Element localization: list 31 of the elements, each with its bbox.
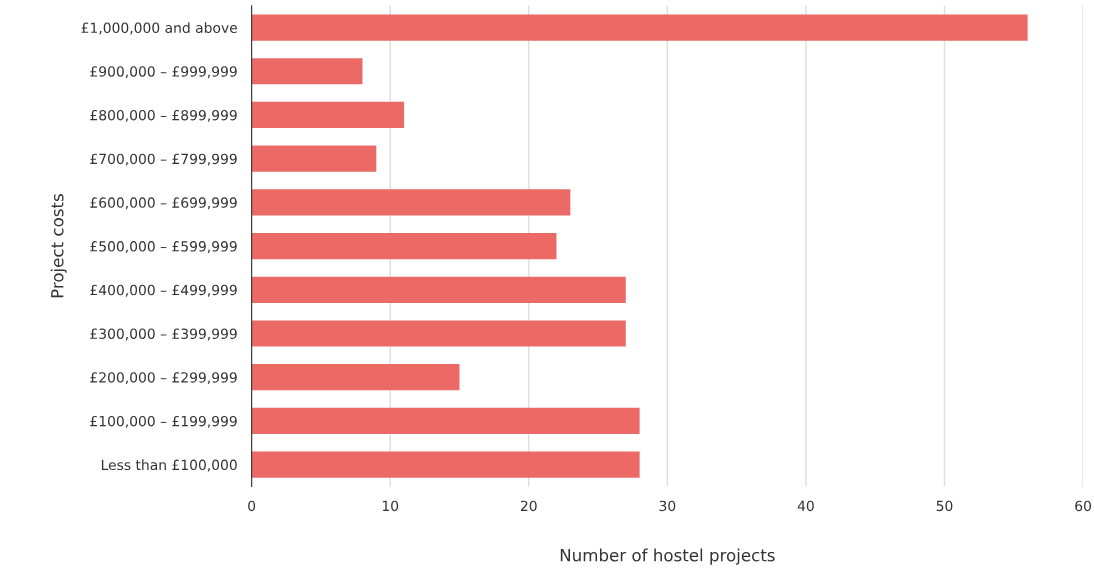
y-tick-label: £300,000 – £399,999 — [90, 328, 237, 341]
bar — [251, 189, 571, 216]
y-tick-label: £600,000 – £699,999 — [90, 197, 237, 210]
bar — [251, 407, 640, 435]
bar — [251, 14, 1028, 41]
x-tick-label: 0 — [248, 500, 256, 512]
x-tick-label: 30 — [659, 500, 676, 512]
bar — [251, 145, 377, 172]
bar — [251, 101, 405, 129]
bar — [251, 276, 626, 303]
y-tick-label: £200,000 – £299,999 — [90, 372, 237, 385]
x-tick-label: 50 — [936, 500, 953, 512]
y-tick-label: Less than £100,000 — [101, 459, 237, 472]
x-tick-label: 10 — [382, 500, 399, 512]
bar — [251, 364, 460, 391]
y-tick-label: £800,000 – £899,999 — [90, 109, 237, 122]
x-axis-title: Number of hostel projects — [560, 548, 775, 565]
bar — [251, 232, 557, 260]
bar — [251, 320, 626, 347]
y-tick-label: £1,000,000 and above — [81, 22, 237, 35]
x-tick-label: 60 — [1075, 500, 1091, 512]
y-axis-title: Project costs — [50, 194, 67, 298]
x-tick-label: 20 — [520, 500, 537, 512]
y-tick-label: £400,000 – £499,999 — [90, 284, 237, 297]
y-tick-label: £500,000 – £599,999 — [90, 241, 237, 253]
y-tick-label: £900,000 – £999,999 — [90, 66, 237, 79]
y-tick-label: £100,000 – £199,999 — [90, 415, 237, 428]
y-tick-label: £700,000 – £799,999 — [90, 153, 237, 166]
x-tick-label: 40 — [797, 500, 814, 512]
bar — [251, 58, 363, 85]
bar — [251, 451, 640, 478]
